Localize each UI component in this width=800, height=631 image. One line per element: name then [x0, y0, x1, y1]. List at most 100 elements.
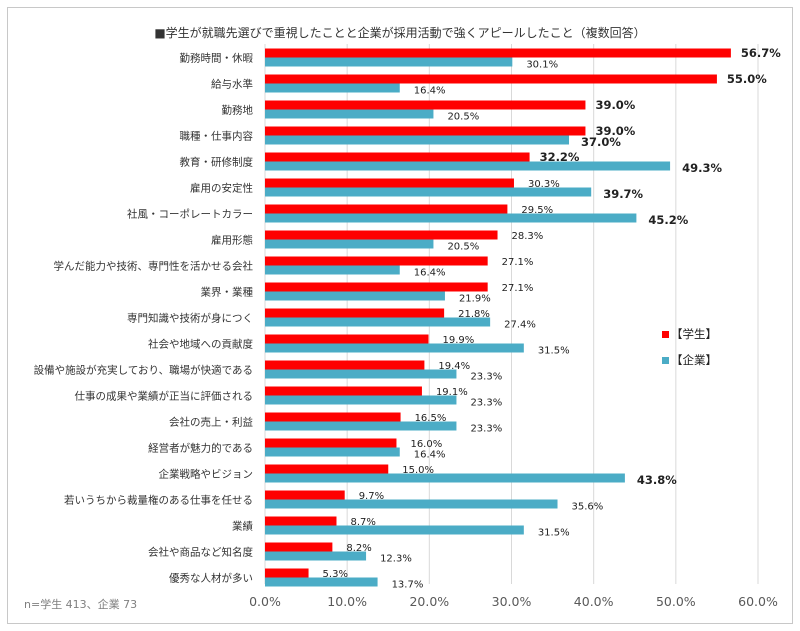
data-label-company: 43.8%: [637, 473, 677, 487]
data-label-company: 20.5%: [447, 242, 479, 253]
category-label: 仕事の成果や業績が正当に評価される: [75, 390, 254, 403]
legend: 【学生】【企業】: [662, 327, 717, 367]
data-label-company: 13.7%: [392, 580, 424, 591]
bar-company: [265, 421, 457, 431]
data-label-company: 16.4%: [414, 450, 446, 461]
data-label-company: 20.5%: [447, 112, 479, 123]
bar-company: [265, 265, 400, 275]
bar-company: [265, 499, 558, 509]
x-tick-label: 10.0%: [327, 594, 367, 609]
bar-student: [265, 204, 508, 214]
category-label: 設備や施設が充実しており、職場が快適である: [34, 364, 253, 377]
data-label-company: 30.1%: [526, 60, 558, 71]
x-tick-label: 20.0%: [409, 594, 449, 609]
bar-company: [265, 551, 367, 561]
data-label-company: 21.9%: [459, 294, 491, 305]
data-label-company: 23.3%: [470, 424, 502, 435]
bar-student: [265, 490, 345, 500]
data-label-company: 37.0%: [581, 135, 621, 149]
bar-student: [265, 542, 333, 552]
bar-company: [265, 395, 457, 405]
bar-student: [265, 386, 422, 396]
data-label-company: 35.6%: [572, 502, 604, 513]
bar-company: [265, 317, 491, 327]
bar-company: [265, 57, 513, 67]
bar-company: [265, 343, 524, 353]
x-tick-label: 30.0%: [492, 594, 532, 609]
bar-company: [265, 577, 378, 587]
bar-student: [265, 178, 514, 188]
data-label-company: 23.3%: [470, 372, 502, 383]
data-label-student: 9.7%: [359, 491, 384, 502]
category-label: 社風・コーポレートカラー: [127, 208, 253, 221]
bar-company: [265, 239, 434, 249]
data-label-company: 49.3%: [682, 161, 722, 175]
data-label-student: 5.3%: [323, 569, 348, 580]
bar-student: [265, 100, 586, 110]
legend-swatch: [662, 357, 669, 364]
data-label-company: 45.2%: [648, 213, 688, 227]
data-label-student: 8.2%: [346, 543, 371, 554]
bar-company: [265, 525, 524, 535]
bar-company: [265, 187, 592, 197]
data-label-student: 8.7%: [350, 517, 375, 528]
category-label: 教育・研修制度: [180, 156, 254, 169]
x-tick-label: 60.0%: [738, 594, 778, 609]
bar-student: [265, 438, 397, 448]
category-label: 企業戦略やビジョン: [159, 468, 254, 481]
bar-company: [265, 291, 445, 301]
bar-company: [265, 447, 400, 457]
data-label-company: 16.4%: [414, 268, 446, 279]
data-label-student: 21.8%: [458, 309, 490, 320]
category-label: 給与水準: [211, 78, 253, 91]
bar-student: [265, 74, 717, 84]
bar-student: [265, 308, 445, 318]
bar-company: [265, 161, 671, 171]
chart-title: ■学生が就職先選びで重視したことと企業が採用活動で強くアピールしたこと（複数回答…: [154, 25, 645, 40]
category-label: 雇用形態: [211, 234, 253, 247]
data-label-student: 28.3%: [512, 231, 544, 242]
legend-swatch: [662, 331, 669, 338]
bars: [265, 48, 731, 587]
data-label-student: 19.4%: [438, 361, 470, 372]
data-labels: 56.7%30.1%55.0%16.4%39.0%20.5%39.0%37.0%…: [323, 46, 782, 591]
bar-company: [265, 369, 457, 379]
bar-student: [265, 48, 731, 58]
data-label-student: 30.3%: [528, 179, 560, 190]
bar-student: [265, 126, 586, 136]
sample-size-note: n=学生 413、企業 73: [24, 597, 137, 611]
data-label-student: 56.7%: [741, 46, 781, 60]
bar-student: [265, 334, 429, 344]
category-label: 業績: [232, 520, 253, 533]
category-label: 業界・業種: [201, 286, 254, 299]
bar-student: [265, 152, 530, 162]
legend-label: 【企業】: [671, 353, 717, 367]
category-label: 雇用の安定性: [190, 182, 253, 195]
bar-company: [265, 83, 400, 93]
x-tick-label: 50.0%: [656, 594, 696, 609]
category-label: 勤務時間・休暇: [180, 52, 254, 65]
data-label-student: 16.0%: [410, 439, 442, 450]
data-label-student: 39.0%: [595, 124, 635, 138]
category-label: 社会や地域への貢献度: [148, 338, 253, 351]
bar-company: [265, 109, 434, 119]
data-label-company: 23.3%: [470, 398, 502, 409]
data-label-student: 29.5%: [521, 205, 553, 216]
bar-student: [265, 230, 498, 240]
category-label: 勤務地: [222, 104, 254, 117]
data-label-student: 19.1%: [436, 387, 468, 398]
category-label: 職種・仕事内容: [180, 130, 254, 143]
data-label-company: 16.4%: [414, 86, 446, 97]
category-labels: 勤務時間・休暇給与水準勤務地職種・仕事内容教育・研修制度雇用の安定性社風・コーポ…: [34, 52, 254, 585]
category-label: 若いうちから裁量権のある仕事を任せる: [64, 494, 253, 507]
x-tick-label: 0.0%: [249, 594, 281, 609]
data-label-company: 39.7%: [603, 187, 643, 201]
data-label-company: 31.5%: [538, 528, 570, 539]
data-label-student: 39.0%: [595, 98, 635, 112]
data-label-student: 32.2%: [540, 150, 580, 164]
category-label: 優秀な人材が多い: [169, 572, 253, 585]
bar-student: [265, 360, 425, 370]
data-label-student: 15.0%: [402, 465, 434, 476]
